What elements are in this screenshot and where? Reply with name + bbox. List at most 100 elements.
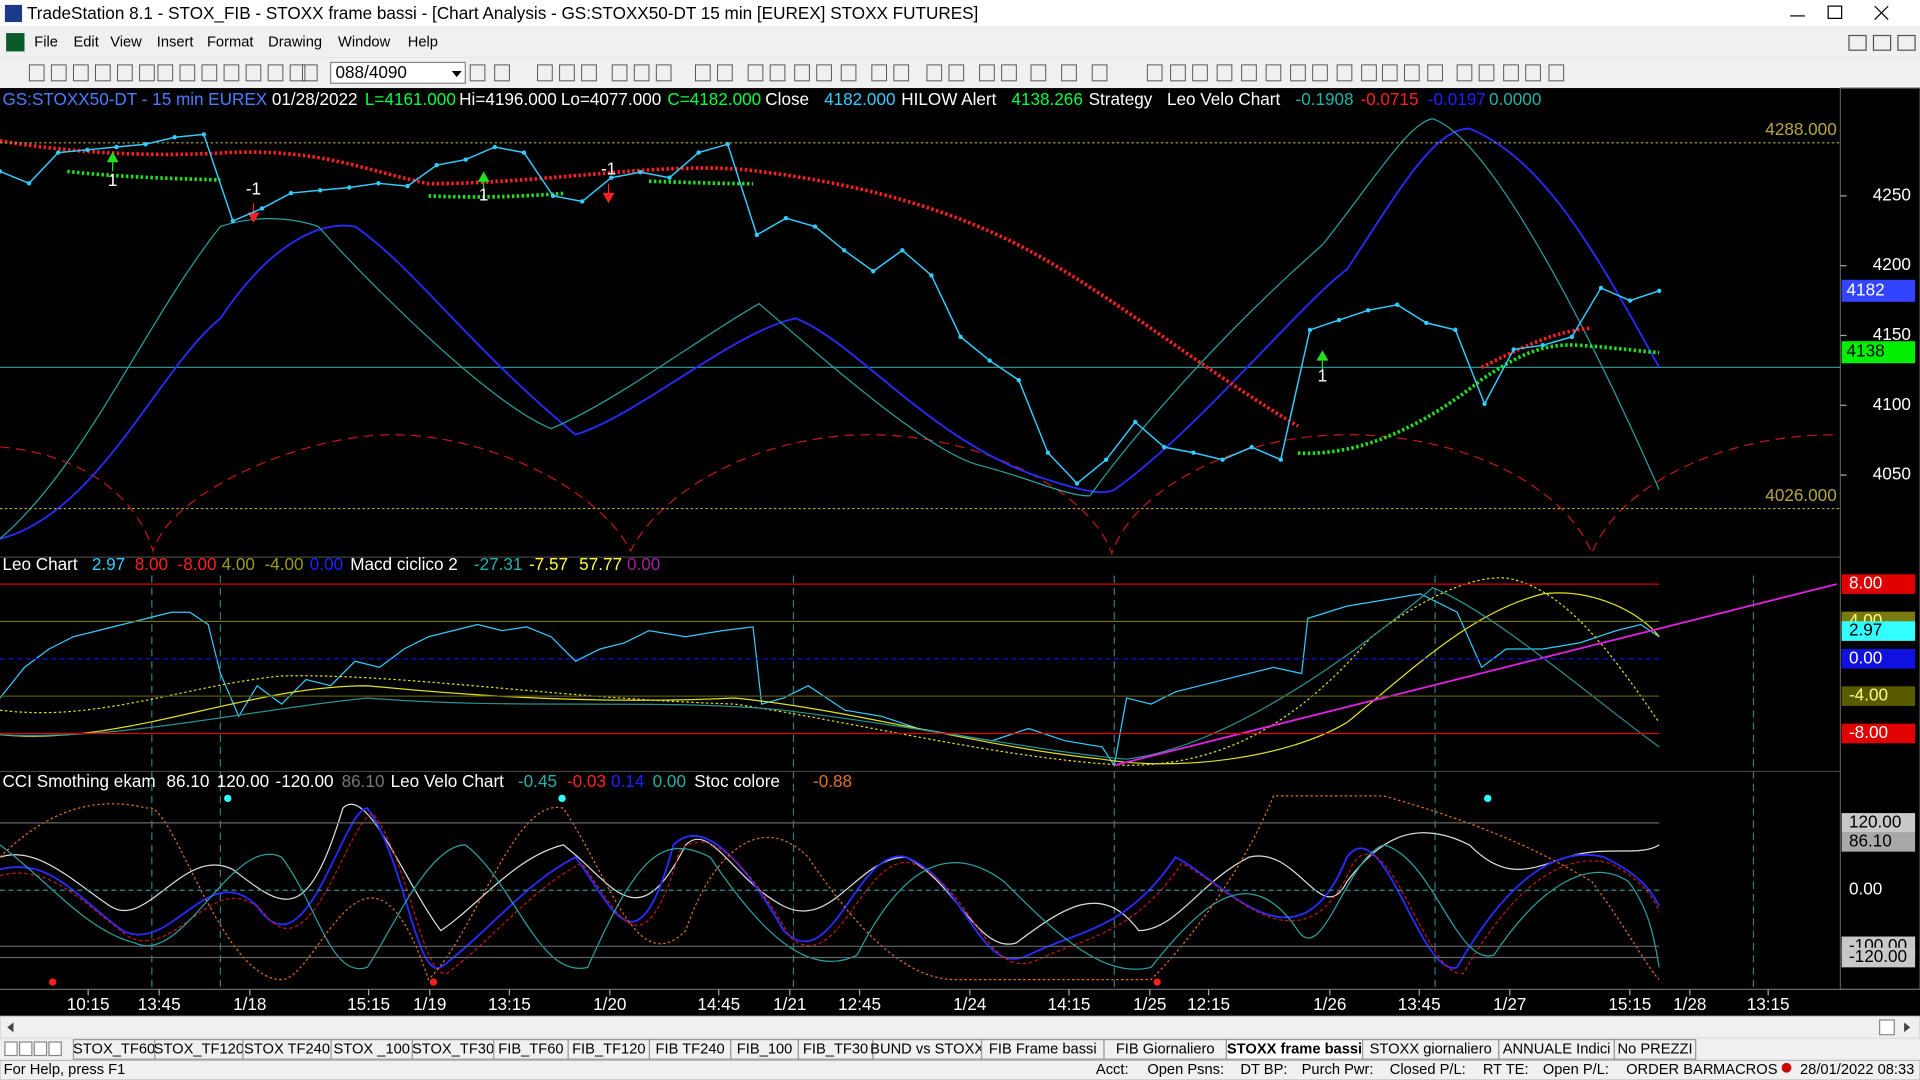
tool-button[interactable] [1216,64,1233,82]
tab-nav[interactable] [4,1041,18,1057]
tool-button[interactable] [1361,64,1377,82]
tool-button[interactable] [537,64,553,82]
toolbar-icons[interactable] [28,64,1565,82]
tab-label[interactable]: STOX TF240 [244,1041,330,1057]
tool-button[interactable] [816,64,832,82]
tool-button[interactable] [926,64,943,82]
tool-button[interactable] [245,64,262,82]
maximize[interactable] [1827,5,1843,19]
tool-button[interactable] [871,64,888,82]
tool-button[interactable] [1170,64,1186,82]
tool-button[interactable] [1478,64,1495,82]
tab-label[interactable]: STOX _100 [334,1041,410,1057]
tab-label[interactable]: STOX_TF60 [73,1041,155,1057]
tab[interactable] [1613,1038,1697,1060]
tool-button[interactable] [469,64,486,82]
tool-button[interactable] [1336,64,1353,82]
tool-button[interactable] [1503,64,1519,82]
tool-button[interactable] [1456,64,1473,82]
window-controls[interactable] [1790,5,1889,21]
tab-label[interactable]: STOX_TF120 [154,1041,244,1057]
tool-button[interactable] [494,64,510,82]
tool-button[interactable] [1525,64,1541,82]
tool-button[interactable] [794,64,810,82]
tab-label[interactable]: STOX_TF30 [412,1041,494,1057]
tool-button[interactable] [50,64,67,82]
tool-button[interactable] [179,64,196,82]
tab-label[interactable]: FIB Frame bassi [989,1041,1097,1057]
tool-button[interactable] [559,64,575,82]
tool-button[interactable] [611,64,628,82]
tool-button[interactable] [1192,64,1208,82]
tab-label[interactable]: STOXX giornaliero [1370,1041,1492,1057]
tool-button[interactable] [979,64,995,82]
scroll-right[interactable] [1904,1022,1911,1033]
tool-button[interactable] [633,64,650,82]
order-bar[interactable]: ORDER BAR [1626,1062,1713,1078]
tab-label[interactable]: FIB Giornaliero [1116,1041,1215,1057]
tool-button[interactable] [72,64,89,82]
combo-arrow[interactable] [451,71,462,78]
tool-button[interactable] [1404,64,1420,82]
tool-button[interactable] [201,64,218,82]
tool-button[interactable] [1091,64,1108,82]
tool-button[interactable] [769,64,786,82]
tool-button[interactable] [95,64,111,82]
tool-button[interactable] [289,64,306,82]
tab-label[interactable]: ANNUALE Indici [1503,1041,1611,1057]
tab-nav[interactable] [33,1041,48,1057]
tool-button[interactable] [301,64,318,82]
tab-nav[interactable] [18,1041,33,1057]
tool-button[interactable] [1290,64,1306,82]
tool-button[interactable] [717,64,733,82]
tool-button[interactable] [28,64,45,82]
tool-button[interactable] [581,64,597,82]
tool-button[interactable] [948,64,965,82]
symbol-combo[interactable] [330,61,466,84]
close[interactable] [1874,5,1889,21]
tool-button[interactable] [1381,64,1398,82]
tool-button[interactable] [1241,64,1257,82]
tab-label[interactable]: FIB_TF60 [498,1041,563,1057]
scroll-left[interactable] [7,1022,14,1033]
tab-label[interactable]: FIB_100 [737,1041,793,1057]
menu-item[interactable]: Drawing [268,35,322,51]
tool-button[interactable] [157,64,174,82]
h-scrollbar[interactable] [0,1015,1920,1039]
menu-item[interactable]: Help [408,35,438,51]
tab-label[interactable]: FIB_TF30 [803,1041,868,1057]
tool-button[interactable] [267,64,284,82]
menu-item[interactable]: File [34,35,58,51]
tool-button[interactable] [1427,64,1443,82]
menu-item[interactable]: Format [207,35,254,51]
tool-button[interactable] [1146,64,1163,82]
tool-button[interactable] [1312,64,1328,82]
tab-nav[interactable] [48,1041,62,1057]
tool-button[interactable] [117,64,133,82]
tool-button[interactable] [1548,64,1565,82]
tool-button[interactable] [1030,64,1047,82]
scroll-thumb[interactable] [1878,1019,1895,1036]
tool-button[interactable] [893,64,910,82]
tab-label[interactable]: FIB_TF120 [572,1041,645,1057]
tool-button[interactable] [747,64,764,82]
tool-button[interactable] [840,64,857,82]
menu-item[interactable]: View [110,35,142,51]
tab-label[interactable]: BUND vs STOXX [870,1041,984,1057]
tool-button[interactable] [1001,64,1017,82]
tool-button[interactable] [695,64,711,82]
tool-button[interactable] [139,64,155,82]
tool-button[interactable] [655,64,672,82]
menu-item[interactable]: Window [338,35,391,51]
menu-item[interactable]: Edit [73,35,98,51]
macros[interactable]: MACROS [1713,1062,1778,1078]
mdi-controls[interactable] [1848,34,1916,51]
tab-label[interactable]: FIB TF240 [656,1041,725,1057]
symbol-combo-text[interactable]: 088/4090 [336,62,407,82]
tab-label[interactable]: STOXX frame bassi [1227,1041,1362,1057]
tab-label[interactable]: No PREZZI [1617,1041,1692,1057]
tool-button[interactable] [223,64,240,82]
tool-button[interactable] [1061,64,1077,82]
tool-button[interactable] [1265,64,1282,82]
menu-item[interactable]: Insert [157,35,194,51]
